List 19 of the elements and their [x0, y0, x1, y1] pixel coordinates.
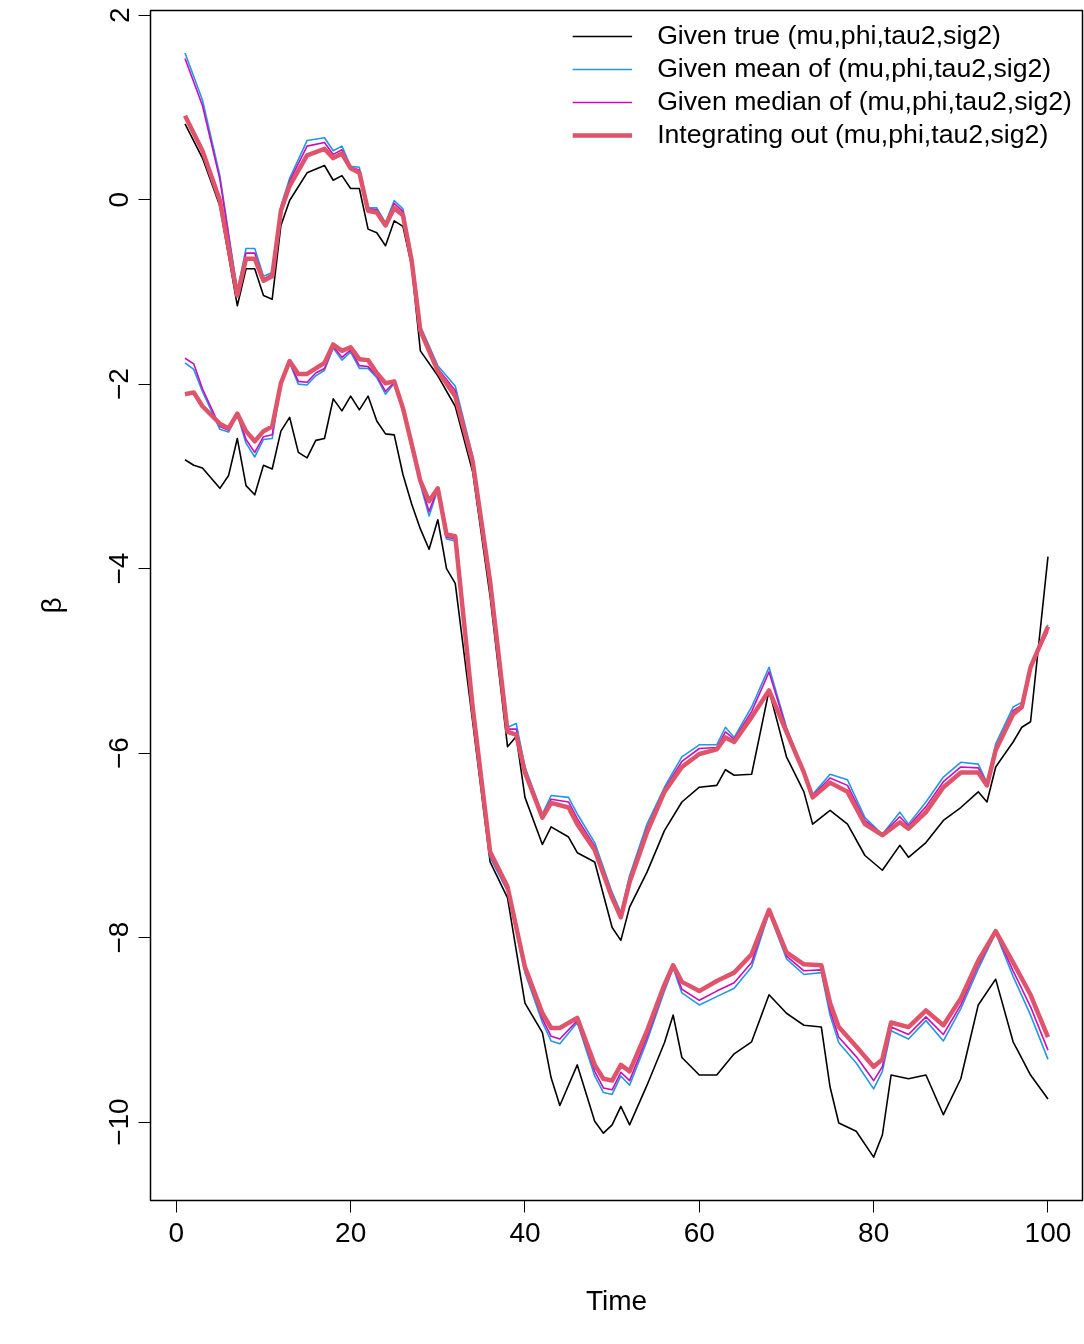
y-tick-label: −6: [103, 737, 135, 770]
y-tick-label: −8: [103, 921, 135, 954]
x-tick-label: 40: [509, 1216, 541, 1248]
y-axis-title: β: [35, 597, 67, 614]
x-axis-title: Time: [585, 1284, 648, 1316]
legend-label: Given median of (mu,phi,tau2,sig2): [657, 86, 1072, 117]
x-tick-label: 100: [1024, 1216, 1072, 1248]
legend-label: Integrating out (mu,phi,tau2,sig2): [657, 119, 1049, 150]
y-tick-label: 2: [103, 7, 135, 23]
y-tick-label: −4: [103, 552, 135, 585]
x-tick-label: 80: [858, 1216, 890, 1248]
legend-label: Given true (mu,phi,tau2,sig2): [657, 20, 1001, 51]
x-tick-label: 60: [683, 1216, 715, 1248]
legend-label: Given mean of (mu,phi,tau2,sig2): [657, 53, 1052, 84]
y-tick-label: −10: [103, 1098, 135, 1146]
y-tick-label: −2: [103, 368, 135, 401]
x-tick-label: 20: [335, 1216, 367, 1248]
y-tick-label: 0: [103, 191, 135, 208]
x-tick-label: 0: [168, 1216, 185, 1248]
